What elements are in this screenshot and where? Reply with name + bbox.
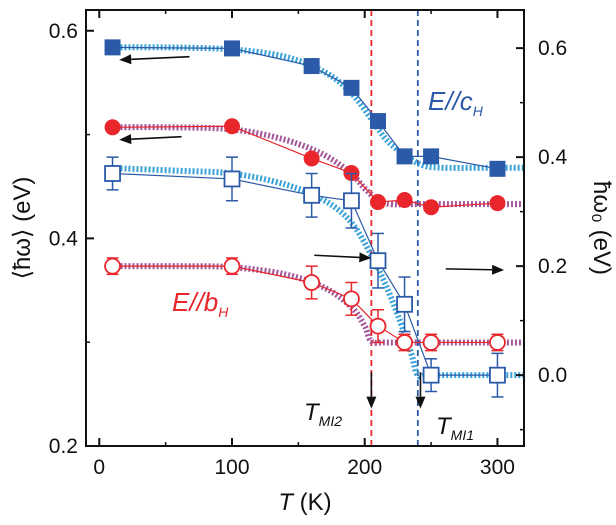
series-2-point-2 xyxy=(303,186,321,204)
series-3 xyxy=(104,257,506,352)
x-tick-label-1: 100 xyxy=(214,456,249,479)
annotation-e-b-main: E//b xyxy=(172,287,218,317)
series-0-point-2 xyxy=(303,58,320,75)
series-3-point-5 xyxy=(396,334,413,351)
x-tick-label-2: 200 xyxy=(347,456,382,479)
arrow-1-head xyxy=(119,134,132,145)
arrow-2-head xyxy=(359,252,372,263)
series-2-point-6 xyxy=(422,366,440,384)
arrow-4 xyxy=(366,372,377,409)
series-0-point-3 xyxy=(343,79,360,96)
series-1-point-0 xyxy=(104,119,121,136)
series-3-point-1 xyxy=(223,257,241,275)
arrow-2 xyxy=(314,252,372,263)
series-2-point-5 xyxy=(396,295,413,313)
plot-frame xyxy=(85,9,525,447)
series-2-point-0 xyxy=(104,165,121,182)
series-1 xyxy=(104,118,506,216)
arrow-4-head xyxy=(366,396,377,409)
y-right-tick-label-1: 0.2 xyxy=(538,255,567,278)
series-0-point-4 xyxy=(370,113,386,130)
series-2-point-3 xyxy=(343,192,360,210)
arrow-2-shaft xyxy=(314,254,360,259)
x-axis-title-symbol: T xyxy=(278,489,295,516)
arrow-5-head xyxy=(415,396,426,409)
series-0-point-0 xyxy=(104,39,121,56)
annotation-e-c-main: E//c xyxy=(428,86,473,116)
series-1-point-5 xyxy=(396,191,413,208)
series-1-point-4 xyxy=(370,194,386,211)
series-2 xyxy=(104,156,506,398)
series-2-point-1 xyxy=(223,170,241,188)
series-3-point-2 xyxy=(303,274,321,291)
series-3-point-3 xyxy=(343,290,360,308)
arrows xyxy=(119,54,505,409)
arrow-1 xyxy=(119,134,182,145)
x-axis-title: T (K) xyxy=(278,489,331,516)
arrow-0-head xyxy=(119,54,132,65)
series-0 xyxy=(104,39,506,177)
series-0-point-5 xyxy=(396,148,413,165)
annotation-tmi2-sub: MI2 xyxy=(319,413,343,429)
series-2-point-7 xyxy=(489,366,506,384)
series-3-point-7 xyxy=(489,334,506,351)
series-0-point-1 xyxy=(224,40,240,57)
annotation-tmi1: TMI1 xyxy=(436,413,474,443)
annotation-e-c-sub: H xyxy=(473,103,484,119)
series-3-point-4 xyxy=(369,317,387,335)
annotation-tmi1-sub: MI1 xyxy=(451,427,474,443)
y-left-tick-label-1: 0.4 xyxy=(49,227,79,250)
y-left-tick-label-0: 0.2 xyxy=(49,435,78,458)
x-tick-label-3: 300 xyxy=(480,456,515,479)
series-3-point-0 xyxy=(104,257,121,275)
series-2-line xyxy=(112,172,498,376)
series-3-point-6 xyxy=(422,334,440,351)
annotation-tmi1-main: T xyxy=(436,413,453,440)
arrow-3-shaft xyxy=(445,268,493,271)
axes: 0 100 200 300 0.2 0.4 0.6 0.0 0.2 0.4 0.6 xyxy=(49,10,568,479)
series-1-point-7 xyxy=(489,195,506,212)
series-2-point-4 xyxy=(369,252,387,270)
series-1-point-2 xyxy=(303,150,320,167)
x-tick-label-0: 0 xyxy=(93,456,105,479)
series-0-point-7 xyxy=(489,160,506,177)
annotation-tmi2: TMI2 xyxy=(304,399,342,429)
arrow-5 xyxy=(415,372,426,409)
annotation-tmi2-main: T xyxy=(304,399,321,426)
annotation-e-b-sub: H xyxy=(218,304,229,320)
data-series xyxy=(104,39,506,398)
y-right-tick-label-3: 0.6 xyxy=(538,37,567,60)
arrow-3-head xyxy=(491,264,505,275)
arrow-3 xyxy=(445,264,505,275)
x-axis-title-unit: (K) xyxy=(293,489,332,516)
y-right-axis-title: ħω₀ (eV) xyxy=(588,181,615,275)
y-right-tick-label-2: 0.4 xyxy=(538,146,568,169)
arrow-0 xyxy=(119,54,190,65)
series-0-point-6 xyxy=(423,148,440,165)
y-right-tick-label-0: 0.0 xyxy=(538,364,567,387)
annotation-e-c: E//cH xyxy=(428,86,484,119)
arrow-1-shaft xyxy=(131,135,182,140)
series-1-point-6 xyxy=(423,199,440,216)
series-1-point-1 xyxy=(224,118,240,135)
annotation-e-b: E//bH xyxy=(172,287,229,320)
arrow-0-shaft xyxy=(131,55,190,61)
y-left-tick-label-2: 0.6 xyxy=(49,20,78,43)
y-left-axis-title: ⟨ħω⟩ (eV) xyxy=(9,177,36,280)
